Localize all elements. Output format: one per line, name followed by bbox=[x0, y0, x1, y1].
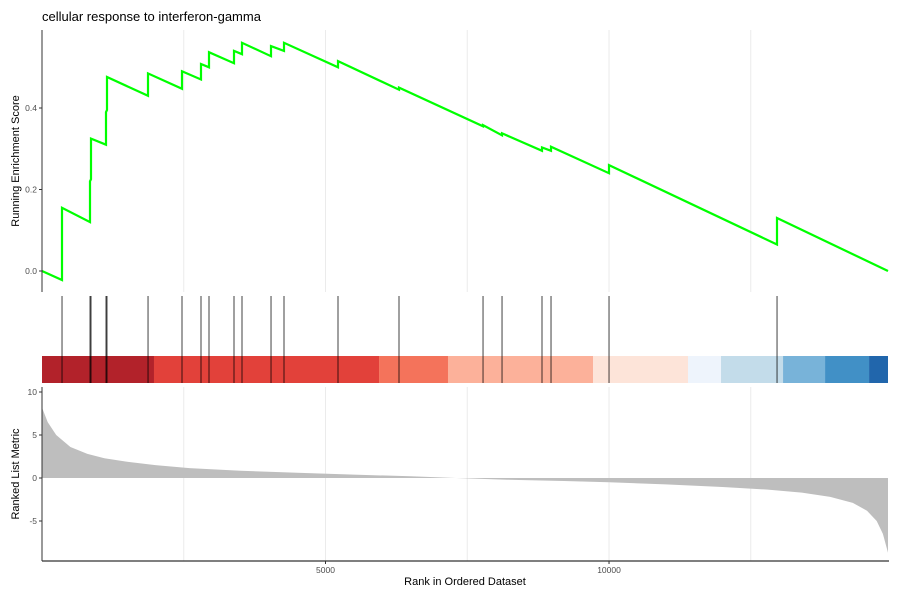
heatmap-band bbox=[825, 356, 870, 383]
chart-title: cellular response to interferon-gamma bbox=[42, 9, 262, 24]
heatmap-band bbox=[783, 356, 826, 383]
ranked-metric-area bbox=[42, 407, 888, 553]
x-tick-label: 10000 bbox=[597, 565, 621, 575]
heatmap-band bbox=[447, 356, 594, 383]
y-tick-label: 0 bbox=[32, 473, 37, 483]
heatmap-band bbox=[721, 356, 784, 383]
heatmap-band bbox=[379, 356, 448, 383]
heatmap-band bbox=[42, 356, 154, 383]
y-tick-label: 0.0 bbox=[25, 266, 37, 276]
x-tick-label: 5000 bbox=[316, 565, 335, 575]
enrichment-score-line bbox=[41, 41, 889, 282]
heatmap-band bbox=[869, 356, 888, 383]
y-tick-label: 5 bbox=[32, 430, 37, 440]
y-tick-label: -5 bbox=[29, 516, 37, 526]
y-tick-label: 0.2 bbox=[25, 185, 37, 195]
bottom-y-axis-label: Ranked List Metric bbox=[10, 428, 22, 520]
top-y-axis-label: Running Enrichment Score bbox=[10, 95, 22, 226]
y-tick-label: 0.4 bbox=[25, 103, 37, 113]
y-tick-label: 10 bbox=[28, 387, 38, 397]
x-axis-label: Rank in Ordered Dataset bbox=[404, 576, 526, 588]
heatmap-band bbox=[153, 356, 380, 383]
heatmap-band bbox=[593, 356, 689, 383]
heatmap-band bbox=[688, 356, 722, 383]
